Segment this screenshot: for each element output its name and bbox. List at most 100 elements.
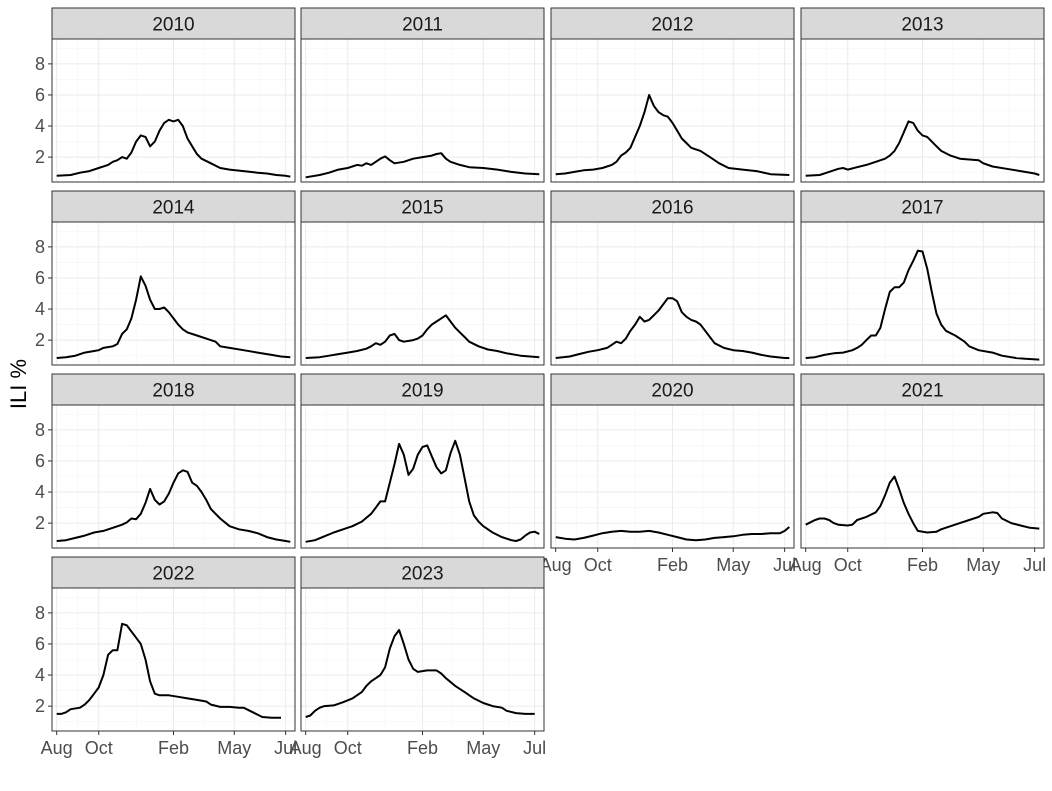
- ili-series-line: [56, 622, 281, 719]
- facet-strip-label: 2021: [901, 381, 943, 402]
- facet-strip: [51, 373, 296, 406]
- y-tick-label: 4: [35, 116, 45, 136]
- panel-border: [550, 38, 795, 183]
- y-tick-label: 2: [35, 147, 45, 167]
- x-tick-label: Aug: [540, 555, 572, 575]
- y-axis-title: ILI %: [6, 359, 31, 409]
- x-tick-label: Jul: [773, 555, 796, 575]
- ili-series-line: [555, 297, 790, 359]
- facet-strip: [550, 7, 795, 40]
- x-tick-label: May: [716, 555, 750, 575]
- facet-panel: 2020 Aug Oct Feb May Jul: [540, 373, 796, 575]
- ili-series-line: [56, 118, 291, 178]
- x-tick-label: Feb: [407, 738, 438, 758]
- y-tick-label: 4: [35, 299, 45, 319]
- ili-series-line: [305, 314, 540, 359]
- x-tick-label: Oct: [334, 738, 362, 758]
- facet-strip-label: 2011: [402, 15, 443, 36]
- x-tick-label: Oct: [85, 738, 113, 758]
- y-tick-label: 8: [35, 603, 45, 623]
- ili-series-line: [56, 469, 291, 543]
- facet-strip-label: 2017: [901, 198, 943, 219]
- x-tick-label: May: [217, 738, 251, 758]
- facet-strip-label: 2014: [152, 198, 195, 219]
- panel-border: [800, 38, 1045, 183]
- facet-strip-label: 2018: [152, 381, 194, 402]
- facet-panel: 2010 2 4 6 8: [35, 7, 296, 183]
- ili-series-line: [56, 275, 291, 359]
- panel-border: [550, 221, 795, 366]
- x-tick-label: Feb: [907, 555, 938, 575]
- panel-border: [51, 404, 296, 549]
- facet-strip-label: 2019: [401, 381, 443, 402]
- ili-series-line: [805, 249, 1040, 361]
- y-tick-label: 4: [35, 665, 45, 685]
- y-tick-label: 6: [35, 451, 45, 471]
- x-tick-label: Oct: [834, 555, 862, 575]
- facet-panel: 2012: [550, 7, 795, 183]
- facet-panel: 2019: [300, 373, 545, 549]
- facet-strip-label: 2023: [401, 564, 443, 585]
- panel-border: [300, 221, 545, 366]
- y-tick-label: 2: [35, 696, 45, 716]
- facet-strip: [300, 7, 545, 40]
- panels-layer: 2010 2 4 6 8 2011 2012 2013 2014 2 4 6 8 2015 2016 2017…: [35, 7, 1046, 758]
- x-tick-label: Aug: [290, 738, 322, 758]
- y-tick-label: 8: [35, 237, 45, 257]
- x-tick-label: Jul: [523, 738, 546, 758]
- facet-strip-label: 2022: [152, 564, 194, 585]
- facet-strip: [550, 190, 795, 223]
- facet-strip: [800, 373, 1045, 406]
- panel-border: [300, 404, 545, 549]
- facet-strip: [51, 190, 296, 223]
- ili-series-line: [305, 152, 540, 179]
- x-tick-label: Aug: [41, 738, 73, 758]
- panel-border: [51, 221, 296, 366]
- ili-series-line: [555, 526, 790, 542]
- facet-panel: 2017: [800, 190, 1045, 366]
- ili-series-line: [555, 94, 790, 176]
- facet-panel: 2013: [800, 7, 1045, 183]
- facet-panel: 2011: [300, 7, 545, 183]
- y-tick-label: 2: [35, 513, 45, 533]
- x-tick-label: Jul: [1023, 555, 1046, 575]
- facet-strip-label: 2015: [401, 198, 443, 219]
- y-tick-label: 6: [35, 85, 45, 105]
- x-tick-label: Oct: [584, 555, 612, 575]
- panel-border: [51, 38, 296, 183]
- facet-strip: [550, 373, 795, 406]
- facet-strip-label: 2010: [152, 15, 194, 36]
- y-tick-label: 6: [35, 268, 45, 288]
- y-tick-label: 6: [35, 634, 45, 654]
- y-tick-label: 4: [35, 482, 45, 502]
- facet-strip: [300, 373, 545, 406]
- facet-panel: 2023 Aug Oct Feb May Jul: [290, 556, 546, 758]
- y-tick-label: 8: [35, 420, 45, 440]
- facet-strip-label: 2013: [901, 15, 943, 36]
- ili-series-line: [305, 629, 535, 718]
- facet-panel: 2022 2 4 6 8 Aug Oct Feb May Jul: [35, 556, 297, 758]
- facet-strip-label: 2020: [651, 381, 693, 402]
- facet-panel: 2018 2 4 6 8: [35, 373, 296, 549]
- ili-series-line: [805, 120, 1040, 177]
- facet-strip: [800, 190, 1045, 223]
- x-tick-label: Feb: [158, 738, 189, 758]
- x-tick-label: Aug: [790, 555, 822, 575]
- facet-strip: [800, 7, 1045, 40]
- facet-strip: [300, 190, 545, 223]
- facet-panel: 2016: [550, 190, 795, 366]
- facet-strip-label: 2012: [651, 15, 693, 36]
- facet-strip: [300, 556, 545, 589]
- y-tick-label: 8: [35, 54, 45, 74]
- facet-panel: 2015: [300, 190, 545, 366]
- facet-strip: [51, 7, 296, 40]
- ili-series-line: [805, 475, 1040, 534]
- x-tick-label: Feb: [657, 555, 688, 575]
- panel-border: [800, 221, 1045, 366]
- x-tick-label: May: [466, 738, 500, 758]
- facet-panel: 2021 Aug Oct Feb May Jul: [790, 373, 1046, 575]
- y-tick-label: 2: [35, 330, 45, 350]
- panel-border: [300, 38, 545, 183]
- x-tick-label: May: [966, 555, 1000, 575]
